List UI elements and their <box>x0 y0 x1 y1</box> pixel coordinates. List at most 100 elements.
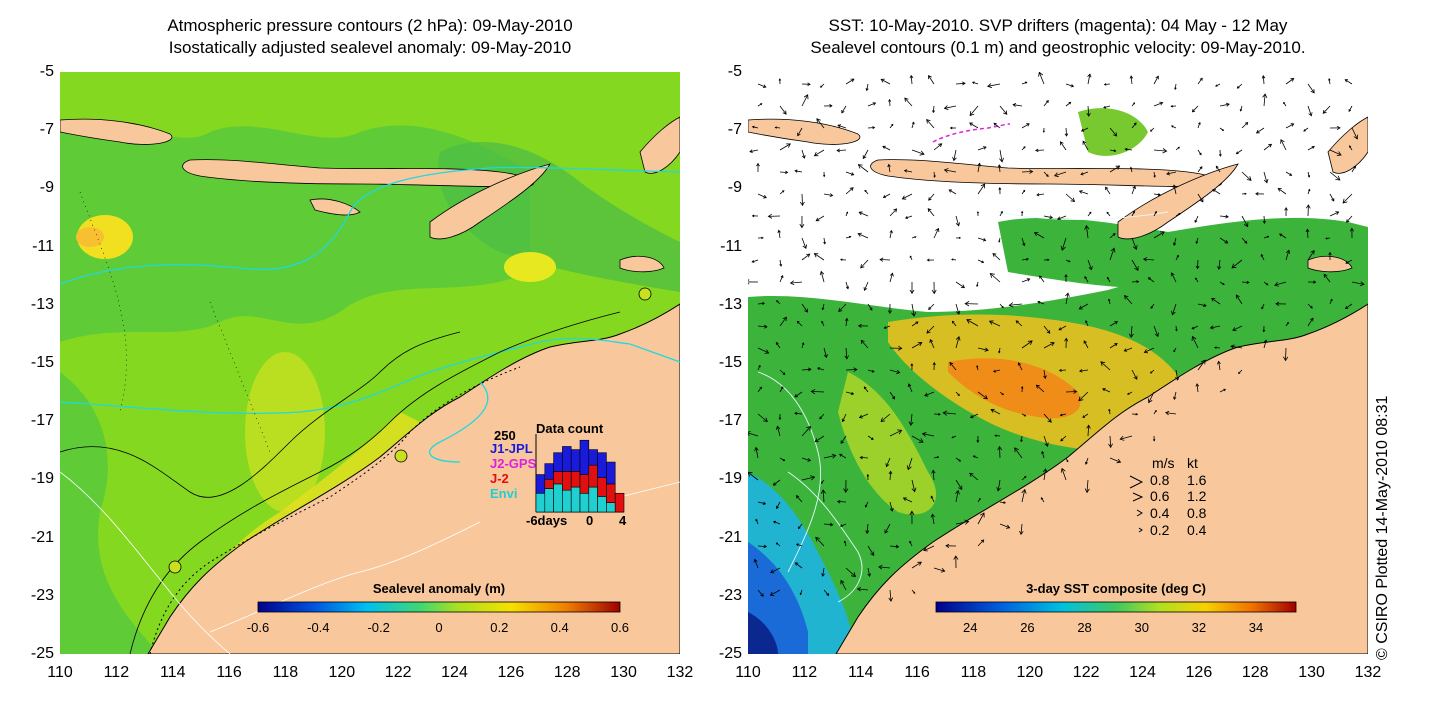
velocity-vector <box>779 171 788 173</box>
velocity-vector <box>903 497 913 503</box>
data-count-bar-j1 <box>535 474 546 494</box>
colorbar-tick-label: 32 <box>1191 620 1207 635</box>
velocity-arrowhead <box>1113 149 1117 153</box>
velocity-vector <box>928 75 935 85</box>
velocity-vector <box>1260 254 1265 261</box>
velocity-arrowhead <box>1195 277 1198 280</box>
data-count-chart <box>535 434 625 513</box>
velocity-vector <box>928 303 935 310</box>
velocity-arrowhead <box>1023 146 1026 149</box>
velocity-vector <box>797 127 803 136</box>
velocity-vector <box>966 319 979 327</box>
lon-tick-label: 116 <box>216 664 242 681</box>
velocity-arrowhead <box>772 520 777 524</box>
colorbar-tick-label: 26 <box>1020 620 1035 635</box>
velocity-arrowhead <box>1266 283 1269 286</box>
velocity-arrowhead <box>772 482 777 486</box>
velocity-arrowhead <box>786 143 791 148</box>
velocity-arrowhead <box>1112 233 1116 236</box>
velocity-vector <box>990 273 1001 283</box>
velocity-arrowhead <box>1036 193 1040 197</box>
right-title-line1: SST: 10-May-2010. SVP drifters (magenta)… <box>828 16 1288 35</box>
velocity-arrowhead <box>1195 383 1200 387</box>
velocity-arrowhead <box>1246 280 1250 284</box>
lon-tick-label: 126 <box>1185 664 1213 681</box>
velocity-vector <box>866 523 869 534</box>
velocity-vector <box>1059 369 1067 371</box>
velocity-legend-kt-1: 1.2 <box>1187 488 1207 504</box>
velocity-arrowhead <box>1129 166 1133 170</box>
velocity-vector <box>838 303 847 312</box>
velocity-vector <box>1219 215 1229 218</box>
velocity-vector <box>1210 325 1221 329</box>
velocity-vector <box>1172 303 1177 315</box>
lat-tick-label: -25 <box>30 645 54 662</box>
velocity-arrowhead <box>850 78 855 83</box>
tide-gauge-marker <box>638 287 652 301</box>
velocity-vector <box>1153 171 1156 178</box>
velocity-vector <box>955 479 963 490</box>
velocity-vector <box>1109 127 1118 137</box>
data-count-title: Data count <box>536 421 604 436</box>
velocity-arrowhead <box>1017 362 1022 366</box>
velocity-arrowhead <box>1106 276 1110 280</box>
velocity-arrowhead <box>1194 219 1198 223</box>
velocity-vector <box>867 567 870 577</box>
velocity-vector <box>999 501 1006 504</box>
velocity-arrowhead <box>1039 275 1043 279</box>
velocity-vector <box>990 409 1001 415</box>
velocity-legend-ms-1: 0.6 <box>1150 488 1170 504</box>
lon-tick-label: 110 <box>735 664 761 681</box>
velocity-vector <box>1043 468 1046 481</box>
velocity-arrowhead <box>909 289 915 295</box>
velocity-vector <box>969 472 979 481</box>
velocity-arrowhead <box>1309 317 1314 322</box>
velocity-vector <box>1191 325 1199 330</box>
velocity-arrowhead <box>996 487 1001 492</box>
velocity-vector <box>889 501 893 512</box>
velocity-vector <box>837 124 847 129</box>
velocity-arrowhead <box>911 487 917 493</box>
velocity-vector <box>1043 171 1049 177</box>
velocity-vector <box>1079 369 1089 372</box>
velocity-vector <box>779 457 785 461</box>
velocity-arrowhead <box>951 436 954 439</box>
velocity-arrowhead <box>935 227 940 233</box>
velocity-arrowhead <box>990 408 995 413</box>
velocity-vector <box>1307 250 1315 261</box>
velocity-vector <box>1241 122 1248 129</box>
data-count-x-right: 4 <box>619 513 627 528</box>
velocity-vector <box>955 490 959 503</box>
velocity-vector <box>1021 123 1030 129</box>
velocity-arrowhead <box>806 253 811 258</box>
velocity-arrowhead <box>977 162 982 167</box>
velocity-arrowhead <box>1102 388 1106 392</box>
data-count-x-mid: 0 <box>586 513 594 528</box>
velocity-arrowhead <box>1059 413 1063 417</box>
velocity-vector <box>1236 149 1243 155</box>
velocity-arrowhead <box>888 98 892 102</box>
velocity-vector <box>1307 317 1314 327</box>
sealevel-contour-dotted <box>149 366 521 654</box>
velocity-arrowhead <box>902 497 907 502</box>
velocity-arrowhead <box>829 522 834 527</box>
australia-landmass <box>835 303 1368 654</box>
velocity-vector <box>953 149 957 161</box>
velocity-arrowhead <box>751 125 755 129</box>
velocity-arrowhead <box>1089 211 1092 214</box>
velocity-vector <box>889 369 900 374</box>
velocity-arrowhead <box>1244 192 1247 195</box>
velocity-arrowhead <box>753 558 758 563</box>
velocity-arrowhead <box>1060 438 1064 442</box>
velocity-arrowhead <box>1335 175 1341 181</box>
velocity-vector <box>927 208 935 217</box>
velocity-arrowhead <box>863 287 868 292</box>
velocity-arrowhead <box>850 572 856 578</box>
tanimbar-island <box>1327 116 1368 174</box>
velocity-arrowhead <box>980 539 985 543</box>
velocity-vector <box>1153 193 1161 196</box>
velocity-arrowhead <box>841 418 846 423</box>
velocity-vector <box>997 479 1001 491</box>
velocity-arrowhead <box>901 195 907 200</box>
velocity-vector <box>1349 145 1353 151</box>
